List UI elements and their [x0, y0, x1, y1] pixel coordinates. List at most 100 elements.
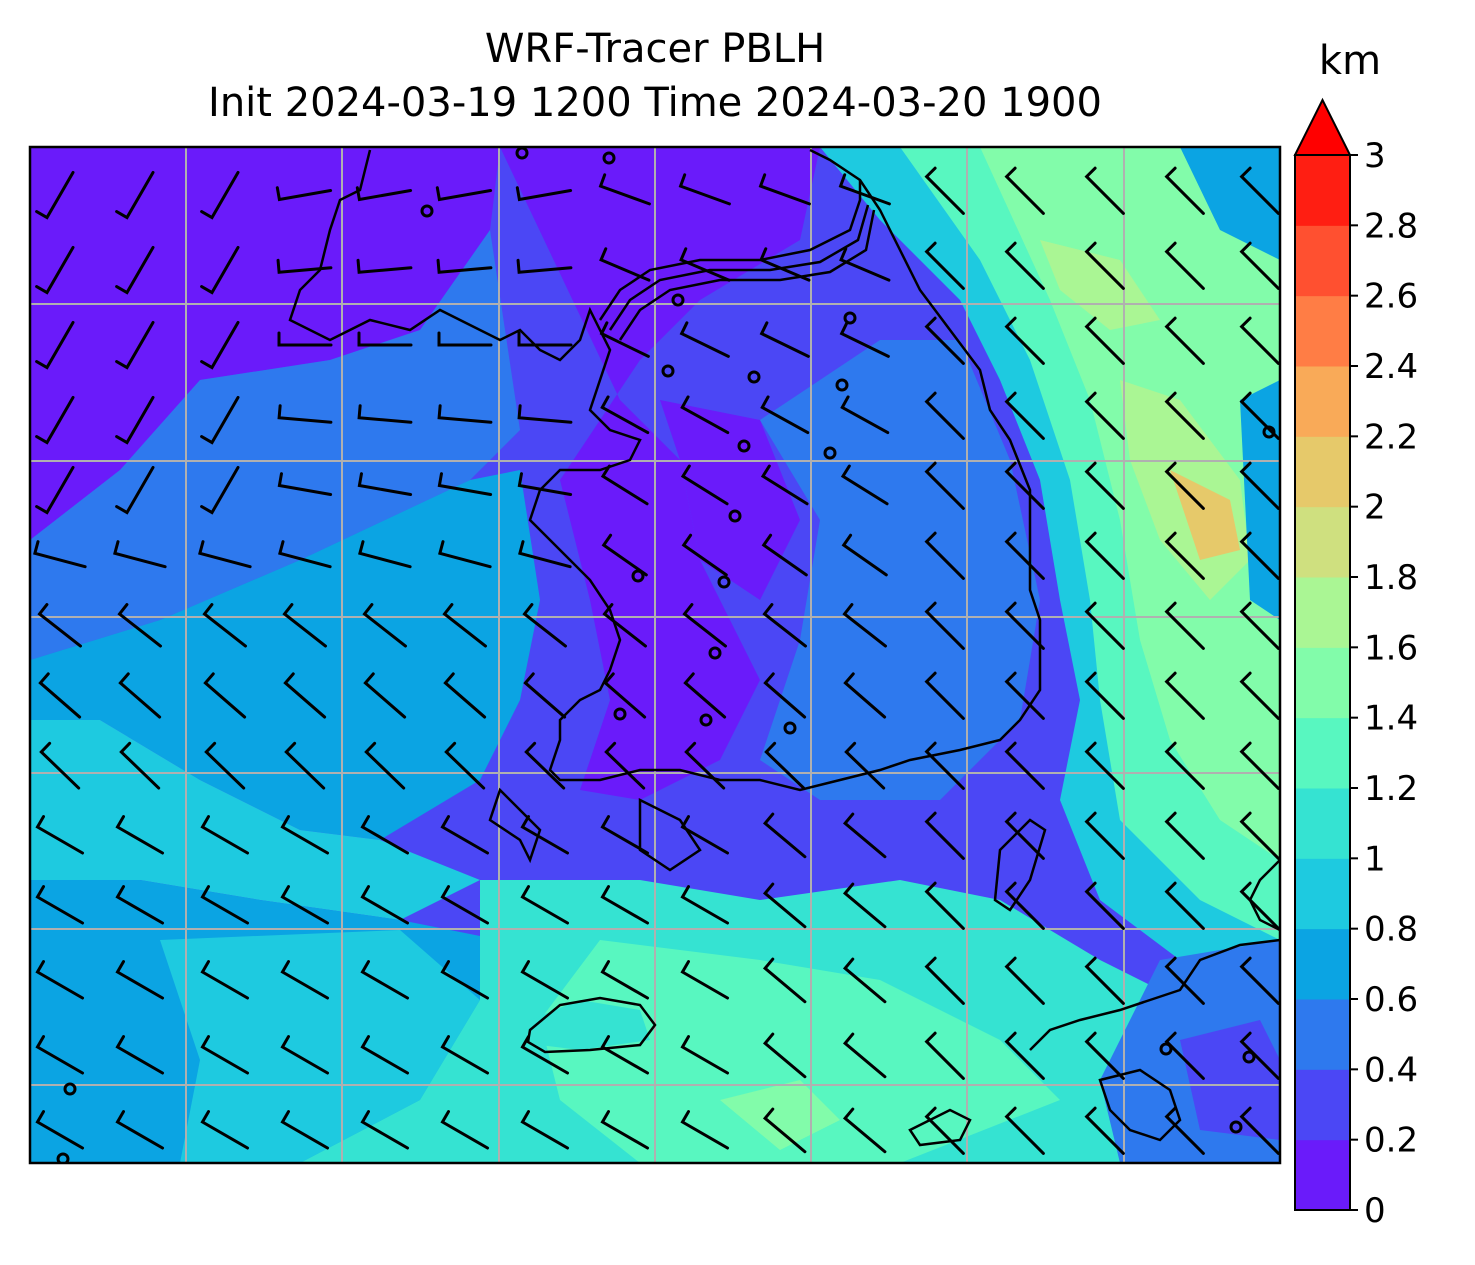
wind-barb [440, 1035, 490, 1075]
wind-barb [440, 1110, 490, 1150]
wind-barb [1164, 461, 1205, 510]
map-title-line2: Init 2024-03-19 1200 Time 2024-03-20 190… [208, 80, 1102, 126]
colorbar-tick-label: 1.4 [1364, 699, 1418, 739]
wind-barb [1084, 1031, 1125, 1080]
wind-barb [1164, 241, 1205, 290]
wind-barb [1084, 391, 1125, 440]
wind-barb [760, 395, 810, 435]
wind-barb [1239, 881, 1280, 930]
wind-barb [760, 464, 809, 506]
wind-barb [762, 603, 807, 648]
wind-barb [35, 170, 75, 220]
wind-barb [680, 815, 730, 855]
wind-barb [363, 672, 407, 719]
wind-barb [277, 331, 333, 347]
colorbar-tick-label: 0.8 [1364, 910, 1418, 950]
wind-barb [38, 672, 82, 719]
wind-barb [840, 464, 889, 506]
wind-barb [520, 1035, 570, 1075]
wind-barb [518, 540, 572, 569]
wind-barb [762, 882, 807, 929]
wind-barb [276, 258, 333, 274]
colorbar-segment [1295, 858, 1350, 930]
wind-barb [440, 960, 490, 1000]
wind-barb [1239, 241, 1280, 290]
wind-barb [1239, 531, 1280, 580]
wind-barb [200, 1035, 250, 1075]
wind-barb [437, 472, 493, 497]
wind-barb [600, 885, 650, 925]
wind-barb [364, 741, 406, 790]
wind-barb [200, 465, 240, 515]
wind-barb [202, 603, 247, 648]
wind-barb [360, 1035, 410, 1075]
wind-barb [204, 741, 246, 790]
wind-barb [355, 186, 413, 202]
wind-barb [682, 603, 727, 648]
wind-barb [284, 741, 326, 790]
wind-barb [1084, 1106, 1125, 1155]
colorbar-frame [1294, 154, 1351, 1211]
wind-barb [443, 672, 487, 719]
wind-barb [516, 258, 573, 274]
wind-barb [600, 1035, 650, 1075]
colorbar-tick-label: 0.6 [1364, 980, 1418, 1020]
wind-barb [1004, 601, 1045, 650]
wind-barb [1004, 881, 1045, 930]
wind-barb [1239, 1031, 1280, 1080]
colorbar-tick-label: 2.4 [1364, 347, 1418, 387]
colorbar-unit-label: km [1318, 38, 1382, 84]
wind-barb [599, 247, 651, 282]
wind-barb [600, 815, 650, 855]
wind-barb [115, 465, 155, 515]
wind-barb [1239, 316, 1280, 365]
wind-barb [763, 672, 807, 719]
wind-barb [115, 320, 155, 370]
wind-barb [680, 885, 730, 925]
map-title-line1: WRF-Tracer PBLH [484, 26, 826, 72]
wind-barb [924, 671, 965, 720]
wind-barb [1164, 391, 1205, 440]
wind-barb [440, 885, 490, 925]
wind-barb [924, 461, 965, 510]
wind-barb [1239, 391, 1280, 440]
wind-barb [200, 1110, 250, 1150]
wind-barb [843, 672, 887, 719]
wind-barb [604, 741, 646, 790]
wind-barb [360, 960, 410, 1000]
wind-barb [1084, 671, 1125, 720]
colorbar-tick-label: 2.2 [1364, 417, 1418, 457]
wind-barb [764, 741, 806, 790]
colorbar-segment [1295, 506, 1350, 578]
wind-barb [280, 1110, 330, 1150]
wind-barb [517, 404, 573, 424]
wind-barb [1239, 601, 1280, 650]
coastlines [288, 148, 1280, 1147]
colorbar-tick-label: 1.8 [1364, 558, 1418, 598]
wind-barb [520, 885, 570, 925]
wind-barb [599, 321, 650, 358]
colorbar-extend-max-arrow [1293, 97, 1352, 156]
wind-barb [113, 540, 167, 569]
colorbar: 0 0.2 0.4 0.6 0.8 1 1.2 1.4 1.6 1.8 2 2.2 2.4 2.6 2.8 3 [1293, 97, 1418, 1231]
wind-barb [1164, 881, 1205, 930]
wind-barb [1004, 316, 1045, 365]
wind-barb [839, 247, 891, 282]
wind-barb [679, 321, 730, 358]
wind-barb [1164, 601, 1205, 650]
colorbar-segment [1295, 999, 1350, 1070]
wind-barb [924, 166, 965, 215]
wind-barb [600, 395, 650, 435]
wind-barb [1239, 1106, 1280, 1155]
wind-barb [362, 603, 407, 648]
wind-barb [924, 316, 965, 365]
wind-barb [200, 885, 250, 925]
colorbar-tick-label: 0 [1364, 1191, 1386, 1231]
wind-barb [115, 395, 155, 445]
colorbar-segment [1295, 577, 1350, 648]
wind-barb [440, 815, 490, 855]
wind-barb [35, 1110, 85, 1150]
wind-barb [436, 258, 493, 274]
wind-barb [200, 245, 240, 295]
wind-barb [1164, 1031, 1205, 1080]
